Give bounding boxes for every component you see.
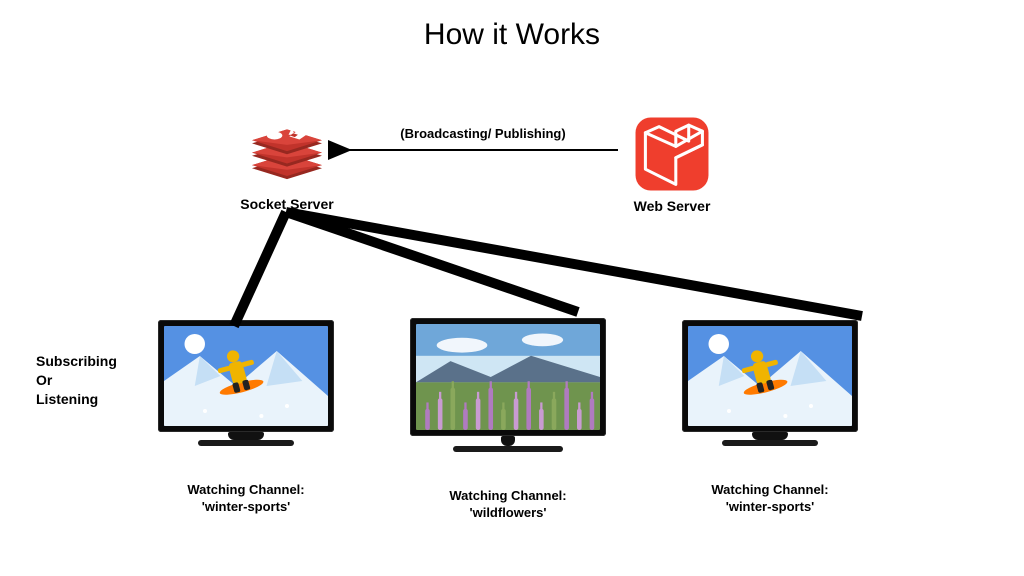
tv-frame — [682, 320, 858, 432]
web-server-label: Web Server — [604, 198, 740, 214]
tv-stand — [501, 436, 515, 446]
tv-client — [682, 320, 858, 446]
tv-caption-line1: Watching Channel: — [711, 482, 828, 497]
tv-client — [410, 318, 606, 452]
tv-base — [722, 440, 818, 446]
subscribing-line1: Subscribing — [36, 353, 117, 369]
subscribing-line3: Listening — [36, 391, 98, 407]
tv-screen — [164, 326, 328, 426]
tv-caption: Watching Channel: 'winter-sports' — [138, 482, 354, 516]
tv-stand — [752, 432, 788, 440]
tv-caption-line2: 'winter-sports' — [202, 499, 291, 514]
tv-caption-line2: 'wildflowers' — [470, 505, 547, 520]
tv-caption-line1: Watching Channel: — [187, 482, 304, 497]
diagram-canvas: How it Works Socket Server Web Server (B… — [0, 0, 1024, 576]
tv-screen — [688, 326, 852, 426]
tv-frame — [158, 320, 334, 432]
tv-client — [158, 320, 334, 446]
subscribing-label: Subscribing Or Listening — [36, 352, 117, 409]
tv-base — [453, 446, 563, 452]
tv-caption-line2: 'winter-sports' — [726, 499, 815, 514]
tv-base — [198, 440, 294, 446]
tv-caption-line1: Watching Channel: — [449, 488, 566, 503]
broadcast-arrow-label: (Broadcasting/ Publishing) — [348, 126, 618, 141]
socket-server-label: Socket Server — [218, 196, 356, 212]
subscribing-line2: Or — [36, 372, 52, 388]
tv-caption: Watching Channel: 'wildflowers' — [390, 488, 626, 522]
redis-icon — [248, 120, 326, 190]
diagram-title: How it Works — [0, 18, 1024, 52]
tv-stand — [228, 432, 264, 440]
laravel-icon — [634, 116, 710, 192]
tv-caption: Watching Channel: 'winter-sports' — [662, 482, 878, 516]
tv-screen — [416, 324, 600, 430]
tv-frame — [410, 318, 606, 436]
